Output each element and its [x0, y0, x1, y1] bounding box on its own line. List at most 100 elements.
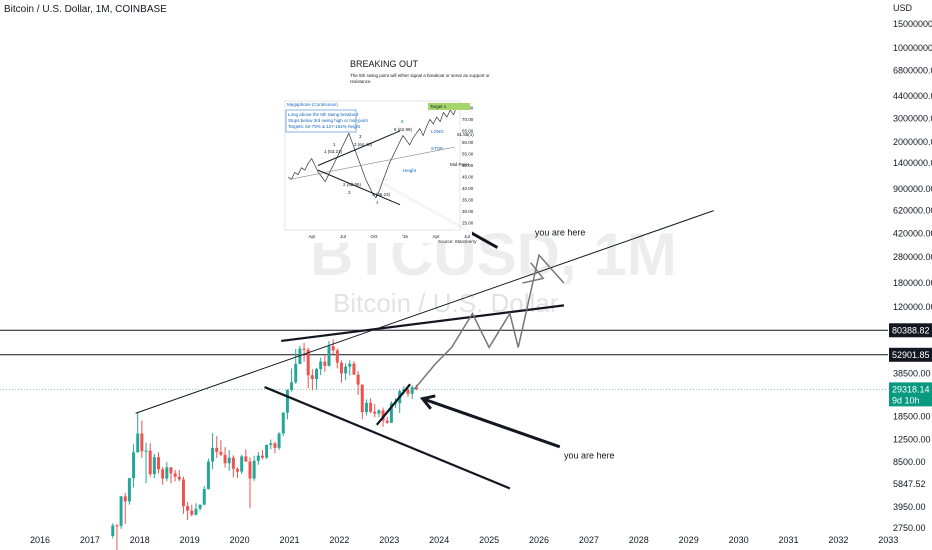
symbol-title: Bitcoin / U.S. Dollar, 1M, COINBASE	[4, 4, 167, 15]
candle-body	[315, 369, 319, 379]
candle-body	[377, 410, 381, 414]
candle-body	[127, 478, 131, 502]
price-tick-label: 4400000.00	[893, 91, 932, 101]
candle-body	[381, 410, 385, 421]
candle-body	[406, 389, 410, 394]
inset-subtext: resistance.	[350, 79, 372, 84]
candle-body	[215, 447, 219, 452]
candle-body	[344, 366, 348, 374]
candle-body	[265, 444, 269, 458]
last-price-tag	[889, 382, 932, 407]
candle-body	[231, 457, 235, 469]
candle-body	[244, 456, 248, 462]
inset-y-tick: 60.00	[462, 140, 474, 145]
projection-path	[413, 253, 565, 390]
inset-target-label: Target 1	[430, 104, 447, 109]
inset-upper-megaphone	[317, 130, 401, 166]
inset-swing-value: 4 (36.23)	[372, 192, 391, 197]
inset-heading: BREAKING OUT	[350, 59, 419, 69]
candle-body	[269, 443, 273, 445]
candle-body	[236, 468, 240, 472]
inset-x-tick: Apr	[432, 234, 440, 239]
candle-body	[339, 362, 343, 374]
candle-body	[223, 454, 227, 464]
price-axis[interactable]: USD 15000000.00 10000000.00 6800000.00 4400…	[893, 3, 932, 533]
candle-body	[144, 450, 148, 452]
time-tick-label: 2027	[579, 535, 599, 545]
candle-body	[302, 348, 306, 350]
trendline	[281, 304, 565, 343]
inset-swing-number: 1	[333, 142, 336, 147]
candle-body	[389, 403, 393, 423]
inset-midpoint-label: Mid Point	[450, 162, 470, 167]
time-tick-label: 2031	[778, 535, 798, 545]
inset-rule: Long above the 5th swing breakout	[288, 112, 359, 117]
inset-y-tick: 45.00	[462, 175, 474, 180]
candle-body	[277, 433, 281, 448]
candle-body	[285, 390, 289, 413]
price-tick-label: 620000.00	[893, 206, 932, 216]
candle-body	[227, 457, 231, 464]
candle-body	[206, 461, 210, 490]
time-tick-label: 2028	[629, 535, 649, 545]
candle-body	[140, 433, 144, 452]
inset-background	[282, 55, 472, 243]
candle-body	[323, 361, 327, 366]
time-axis[interactable]: 2016 2017 2018 2019 2020 2021 2022 2023 2024 2025…	[30, 535, 898, 545]
candle-body	[281, 412, 285, 434]
inset-swing-value: 3 (64.40)	[354, 142, 373, 147]
inset-y-tick: 55.00	[462, 151, 474, 156]
candle-body	[169, 467, 173, 474]
price-tick-label: 38500.00	[893, 368, 931, 378]
time-tick-label: 2021	[279, 535, 299, 545]
candle-body	[364, 402, 368, 413]
candle-body	[186, 506, 190, 511]
inset-lower-megaphone	[317, 169, 401, 206]
candle-body	[181, 479, 185, 507]
time-tick-label: 2016	[30, 535, 50, 545]
candle-body	[132, 452, 136, 479]
inset-swing-number: 5	[401, 119, 404, 124]
inset-y-tick: 30.00	[462, 209, 474, 214]
currency-label: USD	[893, 3, 913, 13]
candle-body	[198, 504, 202, 509]
inset-frame	[284, 100, 461, 231]
candle-body	[202, 489, 206, 505]
time-tick-label: 2024	[429, 535, 449, 545]
candle-body	[190, 510, 194, 515]
inset-x-tick: Apr	[308, 234, 316, 239]
candle-body	[298, 348, 302, 365]
candle-body	[310, 375, 314, 379]
inset-price-label: 61.56(1)	[457, 132, 474, 137]
candle-body	[252, 460, 256, 479]
inset-pattern-title-bg	[286, 102, 342, 108]
time-tick-label: 2029	[679, 535, 699, 545]
inset-rule: Stops below 3rd swing high or mid-point	[288, 118, 369, 123]
arrow-shaft	[422, 397, 561, 449]
price-tick-label: 5847.52	[893, 479, 926, 489]
level-price-label: 80388.82	[892, 325, 930, 335]
inset-swing-number: 2	[348, 190, 351, 195]
last-price-label: 29318.14	[892, 384, 930, 394]
candle-body	[352, 363, 356, 375]
price-tick-label: 3950.00	[893, 502, 926, 512]
price-tick-label: 12500.00	[893, 434, 931, 444]
price-tick-label: 1400000.00	[893, 158, 932, 168]
time-tick-label: 2023	[379, 535, 399, 545]
candle-body	[173, 473, 177, 477]
inset-source: Source: Stansberry	[438, 239, 477, 244]
inset-moving-average	[289, 146, 456, 180]
time-tick-label: 2026	[529, 535, 549, 545]
price-tick-label: 15000000.00	[893, 19, 932, 29]
time-tick-label: 2018	[130, 535, 150, 545]
candle-body	[177, 476, 181, 480]
candle-body	[157, 457, 161, 470]
candle-body	[273, 443, 277, 448]
candle-body	[256, 455, 260, 461]
price-tick-label: 10000000.00	[893, 43, 932, 53]
candle-body	[119, 496, 123, 526]
inset-pattern-title: Megaphone (Continuous)	[287, 102, 338, 107]
candle-body	[360, 384, 364, 413]
inset-stop-label: STOP	[431, 146, 443, 151]
